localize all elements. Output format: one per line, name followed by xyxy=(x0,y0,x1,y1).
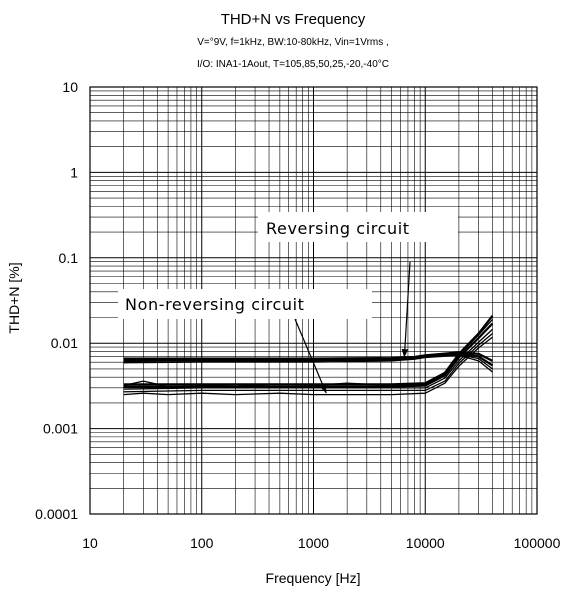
x-tick-label: 10000 xyxy=(406,535,445,551)
data-series-line xyxy=(123,352,494,367)
x-tick-label: 1000 xyxy=(298,535,329,551)
annotation-arrowhead xyxy=(401,349,409,358)
plot-frame xyxy=(89,86,538,515)
y-tick-label: 10 xyxy=(62,79,78,95)
data-series-line xyxy=(123,328,493,390)
annotation-box xyxy=(258,212,458,242)
data-series-line xyxy=(123,318,493,388)
annotation-label: Non-reversing circuit xyxy=(125,295,305,314)
x-axis-label: Frequency [Hz] xyxy=(266,570,361,586)
chart-subtitle-line1: V=°9V, f=1kHz, BW:10-80kHz, Vin=1Vrms , xyxy=(197,37,389,48)
y-axis-label: THD+N [%] xyxy=(6,262,22,333)
series-layer xyxy=(123,315,494,396)
annotation-box xyxy=(118,289,372,319)
x-tick-label: 10 xyxy=(82,535,98,551)
chart-subtitle-line2: I/O: INA1-1Aout, T=105,85,50,25,-20,-40°… xyxy=(197,59,389,70)
tick-labels: 10 100 1000 10000 100000 0.0001 0.001 0.01 0.1 1 1… xyxy=(35,79,560,551)
y-tick-label: 0.001 xyxy=(43,421,78,437)
annotation-label: Reversing circuit xyxy=(266,219,410,238)
y-tick-label: 0.01 xyxy=(51,335,78,351)
x-tick-label: 100000 xyxy=(514,535,561,551)
annotation-arrow xyxy=(294,318,327,394)
annotation-arrow xyxy=(403,261,411,358)
data-series-line xyxy=(123,333,493,393)
chart-title: THD+N vs Frequency xyxy=(221,11,366,28)
y-tick-label: 0.1 xyxy=(59,250,79,266)
data-series-line xyxy=(123,354,493,373)
x-tick-label: 100 xyxy=(190,535,214,551)
y-tick-label: 0.0001 xyxy=(35,506,78,522)
data-series-line xyxy=(123,336,493,396)
data-series-line xyxy=(123,322,494,388)
annotation-arrowhead xyxy=(319,384,327,394)
annotations: Reversing circuit Non-reversing circuit xyxy=(118,212,458,394)
y-tick-label: 1 xyxy=(70,164,78,180)
